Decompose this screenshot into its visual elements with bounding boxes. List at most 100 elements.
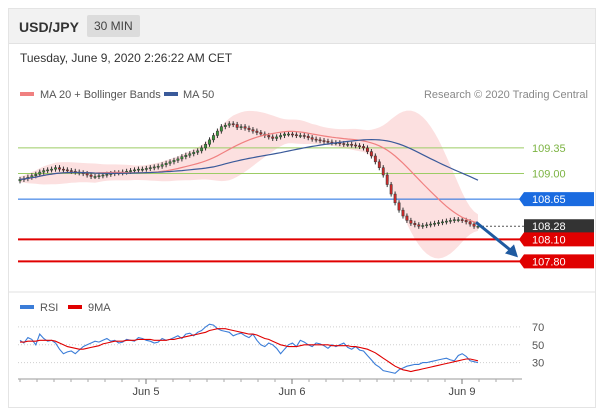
candle-body — [42, 170, 46, 173]
candle-body — [437, 222, 440, 224]
candle-body — [476, 225, 480, 228]
candle-body — [362, 146, 365, 149]
candle-body — [322, 140, 326, 142]
candle-body — [50, 168, 54, 171]
forecast-arrow-shaft — [475, 221, 513, 253]
timeframe-badge[interactable]: 30 MIN — [87, 15, 140, 37]
candle-body — [425, 224, 429, 227]
level-label: 108.65 — [532, 194, 566, 206]
candle-body — [137, 168, 140, 171]
legend-label-rsi: RSI — [40, 302, 58, 314]
candle-body — [393, 193, 397, 204]
candle-body — [401, 209, 405, 217]
candle-body — [129, 170, 132, 172]
x-axis-label: Jun 9 — [449, 386, 476, 398]
candle-body — [219, 126, 223, 132]
legend-label-9ma: 9MA — [88, 302, 111, 314]
candle-body — [34, 174, 38, 176]
candle-body — [354, 144, 358, 147]
candle-body — [235, 124, 239, 128]
candle-body — [358, 145, 361, 147]
candle-body — [460, 219, 464, 221]
candle-body — [302, 135, 306, 137]
candle-body — [212, 135, 215, 141]
candle-body — [156, 165, 160, 168]
candle-body — [456, 219, 460, 221]
candle-body — [180, 156, 184, 160]
candle-body — [69, 170, 73, 172]
ma50-line — [19, 138, 479, 181]
candle-body — [62, 168, 65, 171]
current-price-label: 108.28 — [532, 221, 566, 233]
x-axis-label: Jun 5 — [133, 386, 160, 398]
rsi-tick-label: 70 — [532, 322, 544, 334]
rsi-series-9ma — [20, 328, 479, 373]
x-axis-label: Jun 6 — [279, 386, 306, 398]
candle-body — [279, 135, 283, 138]
level-label: 107.80 — [532, 256, 566, 268]
candle-body — [196, 150, 200, 153]
candle-body — [271, 136, 275, 139]
candle-body — [413, 223, 417, 226]
candle-body — [231, 123, 235, 126]
candle-body — [433, 223, 436, 225]
candle-body — [397, 202, 401, 211]
candle-body — [448, 220, 452, 222]
candle-body — [389, 184, 393, 195]
candle-body — [133, 169, 136, 172]
candle-body — [409, 220, 413, 224]
candle-body — [164, 163, 168, 166]
candle-body — [93, 176, 97, 178]
candle-body — [148, 167, 152, 169]
candle-body — [204, 144, 207, 149]
currency-pair-title: USD/JPY — [19, 19, 79, 35]
candle-body — [259, 132, 263, 135]
candle-body — [85, 173, 89, 176]
candle-body — [223, 124, 227, 127]
rsi-tick-label: 30 — [532, 358, 544, 370]
candle-body — [291, 133, 294, 136]
forecast-arrow-head — [505, 244, 518, 258]
candle-body — [243, 126, 247, 129]
candle-body — [54, 167, 57, 170]
candle-body — [381, 167, 385, 176]
legend-swatch-9ma — [68, 305, 82, 309]
legend-swatch-ma20 — [20, 92, 34, 96]
candle-body — [188, 153, 192, 156]
candle-body — [287, 133, 290, 136]
candle-body — [294, 134, 298, 136]
candle-body — [444, 220, 448, 223]
candle-body — [350, 144, 354, 146]
level-tag — [519, 254, 594, 269]
candle-body — [452, 219, 456, 221]
current-price-tag — [524, 219, 594, 234]
legend-swatch-ma50 — [164, 92, 178, 96]
candle-body — [215, 130, 219, 136]
candle-body — [385, 174, 389, 185]
candle-body — [105, 174, 109, 176]
candle-body — [346, 144, 350, 146]
candle-body — [101, 174, 105, 177]
candle-body — [192, 152, 196, 155]
rsi-series-rsi — [19, 323, 479, 374]
candle-body — [184, 154, 188, 157]
candle-body — [208, 139, 211, 145]
candle-body — [140, 168, 144, 171]
candle-body — [38, 171, 42, 175]
candle-body — [160, 164, 164, 167]
candle-body — [152, 166, 156, 169]
level-label: 109.35 — [532, 143, 566, 155]
candle-body — [200, 147, 204, 152]
candle-body — [377, 161, 381, 168]
research-credit: Research © 2020 Trading Central — [424, 89, 588, 101]
legend-label-ma20: MA 20 + Bollinger Bands — [40, 89, 161, 101]
candle-body — [310, 137, 314, 140]
level-tag — [519, 232, 594, 247]
candle-body — [239, 126, 243, 128]
candle-body — [306, 135, 310, 138]
candle-body — [373, 155, 377, 163]
candle-body — [144, 168, 148, 170]
candle-body — [468, 221, 472, 225]
bollinger-band-area — [20, 110, 478, 259]
